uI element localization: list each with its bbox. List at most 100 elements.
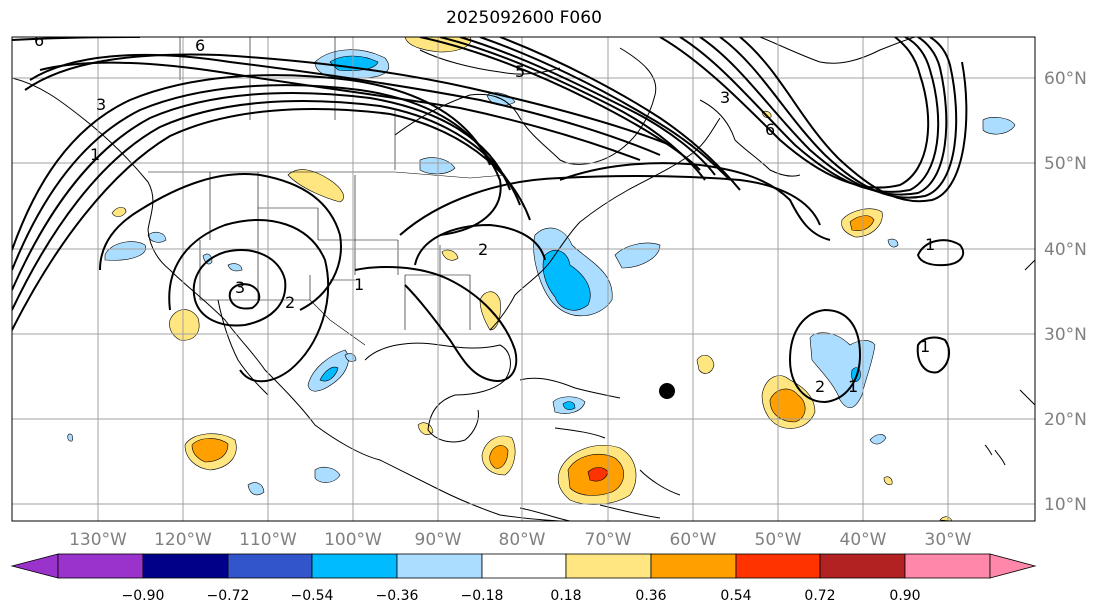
shade-yellow-plains bbox=[287, 169, 344, 203]
contour-jet-5 bbox=[12, 74, 491, 251]
contour-label-2a: 2 bbox=[285, 293, 295, 312]
contour-label-5: 5 bbox=[515, 62, 525, 81]
colorbar-segment bbox=[227, 553, 313, 579]
shade-lightblue-ne bbox=[982, 116, 1016, 135]
contour-jet-1 bbox=[12, 84, 502, 271]
contour-atl-1 bbox=[419, 37, 701, 171]
shade-cyan-mx bbox=[319, 366, 339, 382]
contour-lines bbox=[12, 37, 968, 404]
contour-label-3a: 3 bbox=[96, 95, 106, 114]
colorbar-tick: 0.90 bbox=[889, 588, 920, 604]
lon-label: 60°W bbox=[670, 530, 717, 550]
colorbar-tick: 0.72 bbox=[804, 588, 835, 604]
lon-label: 130°W bbox=[69, 530, 127, 550]
shade-orange-pac bbox=[191, 438, 229, 463]
contour-label-6c: 6 bbox=[765, 120, 775, 139]
contour-label-1b: 1 bbox=[90, 145, 100, 164]
shade-cyan-us-east bbox=[542, 250, 591, 311]
contour-1-atl2 bbox=[916, 336, 951, 374]
lat-label: 10°N bbox=[1044, 495, 1087, 515]
latitude-labels: 60°N 50°N 40°N 30°N 20°N 10°N bbox=[1044, 69, 1087, 515]
lat-label: 50°N bbox=[1044, 154, 1087, 174]
longitude-labels: 130°W 120°W 110°W 100°W 90°W 80°W 70°W 6… bbox=[69, 530, 972, 550]
contour-1-west bbox=[99, 173, 342, 311]
contour-2-east bbox=[414, 223, 546, 266]
colorbar-tick: −0.18 bbox=[461, 588, 504, 604]
lon-label: 80°W bbox=[499, 530, 546, 550]
shade-lightblue-west2 bbox=[147, 231, 167, 243]
contour-3-low bbox=[192, 249, 287, 327]
contour-label-1e: 1 bbox=[925, 235, 935, 254]
shade-lightblue-az bbox=[202, 253, 213, 265]
shade-orange-atl3 bbox=[849, 215, 875, 231]
contour-north-1 bbox=[39, 61, 641, 161]
contour-ne-2 bbox=[679, 37, 940, 193]
contour-ne-5 bbox=[739, 37, 968, 203]
contour-3-inner bbox=[228, 283, 261, 310]
colorbar-tick: −0.90 bbox=[122, 588, 165, 604]
contour-atl-3 bbox=[459, 37, 716, 176]
contour-jet-4 bbox=[12, 108, 531, 331]
contour-2-atl bbox=[788, 308, 862, 404]
contour-atl-4 bbox=[479, 37, 731, 181]
map-panel: 6 6 3 3 2 2 1 1 5 3 6 2 1 1 1 bbox=[12, 31, 1035, 521]
contour-1-big bbox=[399, 174, 821, 236]
colorbar-tick: −0.54 bbox=[291, 588, 334, 604]
contour-label-2b: 2 bbox=[478, 240, 488, 259]
contour-1-east bbox=[354, 266, 518, 382]
colorbar-extend-left bbox=[10, 553, 59, 579]
colorbar-tick: 0.54 bbox=[720, 588, 751, 604]
contour-2-low bbox=[168, 219, 329, 383]
contour-north-2 bbox=[29, 53, 661, 156]
colorbar-segment bbox=[142, 553, 229, 579]
shade-orange-ca bbox=[489, 445, 509, 469]
colorbar-segment bbox=[481, 553, 567, 579]
shade-lightblue-nv bbox=[227, 263, 243, 272]
contour-label-group: 6 6 3 3 2 2 1 1 5 3 6 2 1 1 1 bbox=[34, 31, 935, 396]
contour-north-3 bbox=[24, 53, 671, 146]
colorbar-segment bbox=[904, 553, 991, 579]
contour-ne-1 bbox=[659, 37, 930, 189]
contour-ne-4 bbox=[719, 37, 958, 199]
shade-lightblue-pac1 bbox=[314, 466, 341, 483]
colorbar-tick: −0.36 bbox=[376, 588, 419, 604]
colorbar-tick: 0.18 bbox=[550, 588, 581, 604]
shade-lightblue-atl2 bbox=[809, 332, 876, 408]
lon-label: 90°W bbox=[415, 530, 462, 550]
lon-label: 40°W bbox=[840, 530, 887, 550]
contour-label-1c: 1 bbox=[848, 377, 858, 396]
contour-label-3c: 3 bbox=[720, 88, 730, 107]
contour-1-atl3 bbox=[916, 239, 965, 267]
shade-yellow-baja bbox=[169, 309, 200, 341]
colorbar-segment bbox=[396, 553, 483, 579]
shade-yellow-ohio bbox=[441, 249, 459, 261]
lon-label: 120°W bbox=[154, 530, 212, 550]
colorbar-tick: 0.36 bbox=[635, 588, 666, 604]
shade-lightblue-mid2 bbox=[887, 238, 899, 248]
colorbar-segment bbox=[57, 553, 144, 579]
colorbar bbox=[10, 553, 1037, 579]
shade-yellow-se bbox=[883, 476, 893, 485]
shade-lightblue-pac3 bbox=[67, 433, 73, 442]
contour-jet-3 bbox=[12, 100, 521, 311]
lon-label: 50°W bbox=[755, 530, 802, 550]
colorbar-segment bbox=[735, 553, 821, 579]
lat-label: 20°N bbox=[1044, 410, 1087, 430]
colorbar-tick: −0.72 bbox=[207, 588, 250, 604]
lon-label: 100°W bbox=[324, 530, 382, 550]
contour-ne-3 bbox=[699, 37, 948, 196]
colorbar-ticks: −0.90 −0.72 −0.54 −0.36 −0.18 0.18 0.36 … bbox=[122, 588, 921, 604]
map-title: 2025092600 F060 bbox=[446, 8, 602, 28]
contour-label-2c: 2 bbox=[815, 377, 825, 396]
colorbar-segment bbox=[565, 553, 652, 579]
shade-lightblue-pac2 bbox=[247, 482, 265, 496]
contour-atl-2 bbox=[439, 37, 706, 181]
contour-label-1a: 1 bbox=[354, 275, 364, 294]
shade-yellow-sw bbox=[111, 206, 127, 217]
contour-jet-2 bbox=[12, 91, 511, 291]
contour-label-6b: 6 bbox=[195, 36, 205, 55]
lon-label: 30°W bbox=[925, 530, 972, 550]
contour-label-6a: 6 bbox=[34, 31, 44, 50]
colorbar-segment bbox=[311, 553, 398, 579]
